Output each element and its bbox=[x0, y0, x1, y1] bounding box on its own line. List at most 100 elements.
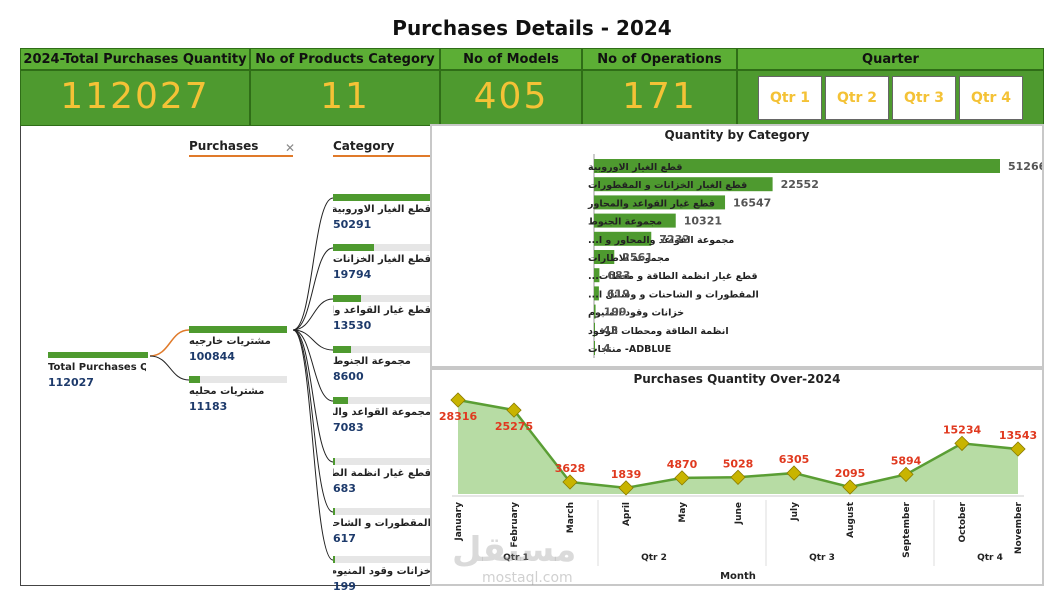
data-label: 28316 bbox=[439, 410, 478, 423]
data-label: 1839 bbox=[611, 468, 642, 481]
bar-category-label: قطع الغيار الخزانات و المقطورات bbox=[588, 180, 747, 191]
month-tick-label: October bbox=[958, 501, 968, 542]
bar-value-label: 10321 bbox=[684, 215, 722, 228]
quarter-tick-label: Qtr 2 bbox=[641, 553, 667, 563]
data-point-marker bbox=[954, 435, 970, 452]
bar-value-label: 619 bbox=[607, 287, 630, 300]
data-point-marker bbox=[450, 392, 466, 408]
data-label: 25275 bbox=[495, 420, 533, 433]
node-label: قطع الغيار الخزانات و bbox=[333, 254, 431, 265]
bar-value-label: 22552 bbox=[781, 178, 819, 191]
bar bbox=[594, 341, 595, 355]
node-label: قطع غيار القواعد وال bbox=[333, 305, 431, 316]
bar-chart-svg: قطع الغيار الاوروبية 51266 قطع الغيار الخز… bbox=[587, 154, 1042, 358]
node-bar-fill bbox=[333, 508, 335, 515]
node-value: 7083 bbox=[333, 421, 364, 434]
month-tick-label: September bbox=[902, 501, 912, 557]
node-label: مجموعة الجنوط bbox=[333, 356, 411, 367]
qtr1-button[interactable]: Qtr 1 bbox=[758, 76, 822, 120]
kpi-label: No of Models bbox=[441, 49, 581, 71]
bar bbox=[594, 250, 615, 264]
data-point-marker bbox=[674, 470, 690, 486]
data-label: 15234 bbox=[943, 423, 982, 436]
connector-line bbox=[149, 355, 190, 381]
bar-category-label: مجموعة الجنوط bbox=[588, 217, 662, 228]
bar bbox=[594, 231, 652, 246]
quarter-tick-label: Qtr 3 bbox=[809, 553, 835, 563]
data-point-marker bbox=[898, 466, 914, 483]
area-fill bbox=[458, 400, 1018, 494]
qtr3-button[interactable]: Qtr 3 bbox=[892, 76, 956, 120]
node-bar-fill bbox=[333, 194, 431, 201]
chart-title: Quantity by Category bbox=[664, 128, 810, 142]
node-bar-track bbox=[333, 508, 431, 515]
page-title: Purchases Details - 2024 bbox=[392, 16, 672, 40]
bar-category-label: قطع غيار القواعد والمحاور bbox=[587, 198, 715, 209]
node-bar-fill bbox=[333, 295, 362, 302]
node-bar-fill bbox=[189, 326, 287, 333]
node-bar-fill bbox=[333, 556, 335, 563]
purchases-over-time-chart: Purchases Quantity Over-2024 28316 Januar… bbox=[430, 368, 1044, 586]
kpi-models: No of Models 405 bbox=[441, 49, 583, 125]
node-bar-track bbox=[333, 295, 431, 302]
data-label: 4870 bbox=[667, 458, 698, 471]
data-label: 6305 bbox=[779, 453, 810, 466]
kpi-value: 171 bbox=[622, 76, 697, 117]
data-point-marker bbox=[730, 469, 746, 485]
qtr2-button[interactable]: Qtr 2 bbox=[825, 76, 889, 120]
kpi-label: 2024-Total Purchases Quantity bbox=[21, 49, 249, 71]
quarter-tick-label: Qtr 1 bbox=[503, 553, 529, 563]
month-tick-label: November bbox=[1014, 501, 1024, 554]
bar bbox=[594, 286, 599, 301]
node-value: 50291 bbox=[333, 218, 372, 231]
bar bbox=[594, 268, 600, 283]
data-point-marker bbox=[786, 465, 802, 481]
area-chart-svg: 28316 January 25275 February 3628 March 1839 Ap… bbox=[439, 392, 1037, 582]
kpi-label: No of Operations bbox=[583, 49, 736, 71]
chart-title: Purchases Quantity Over-2024 bbox=[633, 372, 841, 386]
node-bar-fill bbox=[333, 458, 335, 465]
node-value: 13530 bbox=[333, 319, 372, 332]
node-value: 199 bbox=[333, 580, 356, 593]
node-value: 683 bbox=[333, 482, 356, 495]
x-axis-title: Month bbox=[720, 571, 756, 582]
data-point-marker bbox=[506, 402, 522, 418]
kpi-value: 112027 bbox=[60, 76, 210, 117]
bar-value-label: 683 bbox=[607, 269, 630, 282]
bar-category-label: انظمة الطاقة ومحطات الوقود bbox=[588, 326, 729, 337]
node-bar-track bbox=[333, 346, 431, 353]
bar bbox=[594, 304, 596, 319]
data-point-marker bbox=[618, 480, 634, 496]
kpi-label: No of Products Category bbox=[251, 49, 439, 71]
bar-category-label: المقطورات و الشاحنات و وسائل ا... bbox=[588, 289, 759, 300]
data-label: 5028 bbox=[723, 457, 754, 470]
node-value: 112027 bbox=[48, 376, 94, 389]
node-value: 11183 bbox=[189, 400, 228, 413]
node-bar-track bbox=[189, 376, 287, 383]
month-tick-label: July bbox=[790, 502, 800, 522]
kpi-products-category: No of Products Category 11 bbox=[251, 49, 441, 125]
data-point-marker bbox=[842, 479, 858, 495]
kpi-value: 405 bbox=[473, 76, 549, 117]
bar-value-label: 43 bbox=[603, 324, 618, 337]
quarter-slicer: Quarter Qtr 1 Qtr 2 Qtr 3 Qtr 4 bbox=[738, 49, 1043, 125]
bar-category-label: خزانات وقود المنيوم bbox=[588, 308, 684, 319]
node-bar-track bbox=[333, 458, 431, 465]
close-icon[interactable]: ✕ bbox=[285, 141, 296, 155]
data-label: 13543 bbox=[999, 429, 1037, 442]
watermark-text: mostaql.com bbox=[482, 570, 573, 586]
month-tick-label: February bbox=[510, 502, 520, 548]
kpi-strip: 2024-Total Purchases Quantity 112027 No … bbox=[20, 48, 1044, 126]
qtr4-button[interactable]: Qtr 4 bbox=[959, 76, 1023, 120]
node-value: 100844 bbox=[189, 350, 235, 363]
node-bar-fill bbox=[333, 244, 375, 251]
bar-category-label: قطع الغيار الاوروبية bbox=[588, 162, 683, 173]
bar bbox=[594, 322, 595, 337]
month-tick-label: June bbox=[734, 502, 744, 525]
node-label: قطع الغيار الاوروبية bbox=[333, 204, 431, 215]
data-label: 5894 bbox=[891, 454, 922, 467]
bar bbox=[594, 213, 676, 228]
bar-category-label: قطع غيار انظمة الطاقة و محطات... bbox=[588, 271, 758, 282]
node-bar-track bbox=[333, 244, 431, 251]
